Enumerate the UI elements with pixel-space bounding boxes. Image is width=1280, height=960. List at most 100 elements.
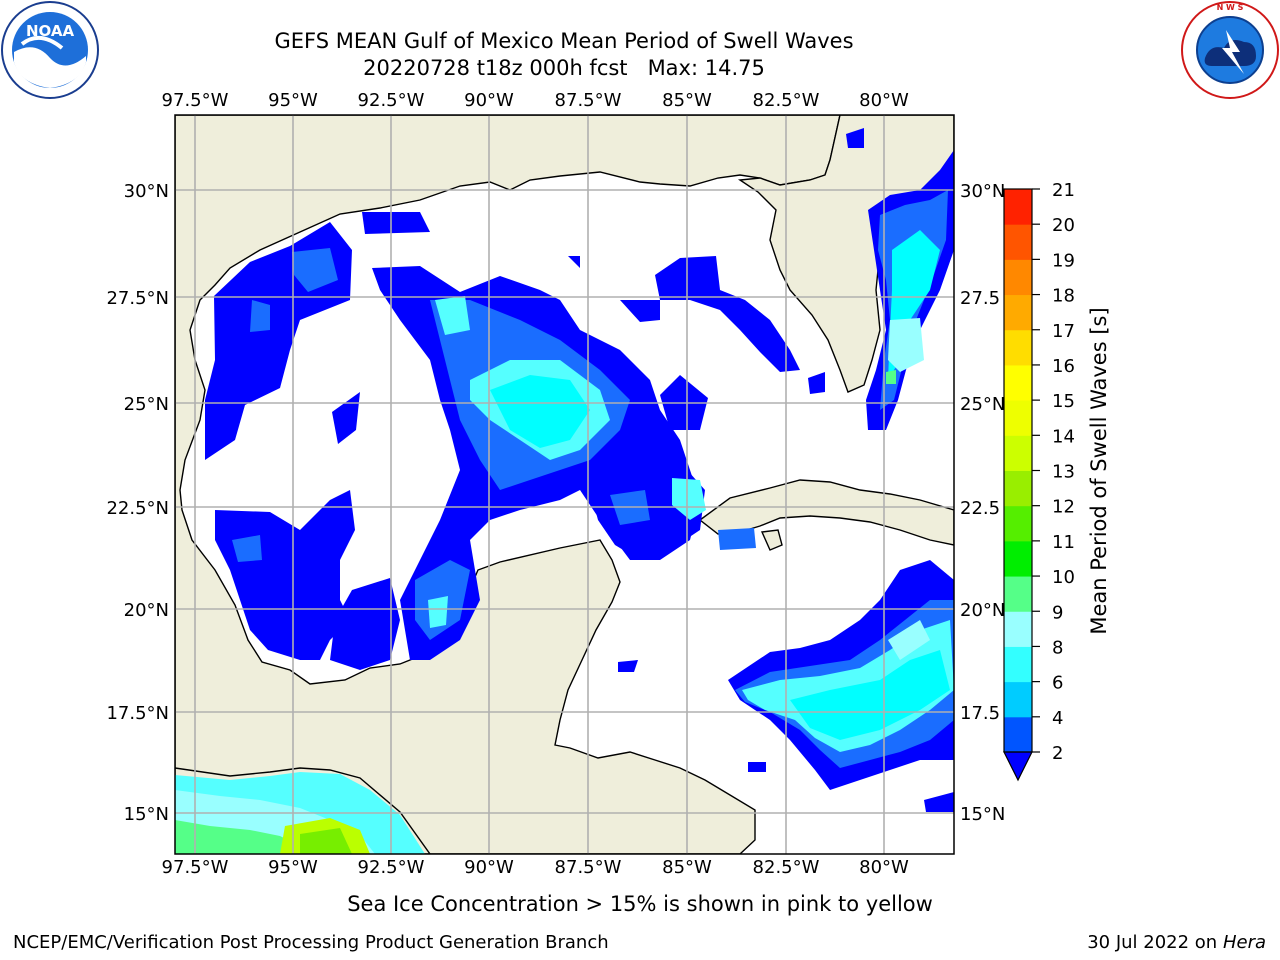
colorbar-swatch (1004, 329, 1032, 366)
swell-southwest-2 (232, 535, 262, 562)
swell-south-central (330, 578, 400, 670)
swell-small-5 (846, 128, 864, 148)
swell-small-7 (748, 762, 766, 772)
swell-atlantic-4 (888, 318, 924, 372)
colorbar-swatch (1004, 189, 1032, 225)
colorbar-swatch (1004, 681, 1032, 718)
lon-labels-top: 97.5°W 95°W 92.5°W 90°W 87.5°W 85°W 82.5… (162, 90, 909, 111)
lat-label-left: 15°N (124, 804, 169, 825)
colorbar-swatch (1004, 400, 1032, 436)
colorbar-tick-label: 11 (1052, 532, 1075, 553)
lat-label-right: 17.5 (960, 703, 1000, 724)
swell-east-gulf (655, 256, 800, 372)
swell-small-2 (332, 392, 360, 444)
gridlines (175, 115, 954, 854)
lat-label-left: 22.5°N (106, 498, 169, 519)
noaa-logo-text: NOAA (26, 22, 75, 40)
lon-label-bottom: 87.5°W (555, 857, 622, 878)
colorbar-tick-label: 12 (1052, 497, 1075, 518)
nws-logo-ring-text: N W S (1217, 3, 1244, 12)
colorbar-tick-label: 13 (1052, 462, 1075, 483)
footer-credit: NCEP/EMC/Verification Post Processing Pr… (13, 932, 609, 953)
colorbar-swatch (1004, 505, 1032, 542)
lat-label-left: 25°N (124, 394, 169, 415)
map-area (175, 115, 954, 854)
lon-label-top: 90°W (464, 90, 514, 111)
colorbar-tick-label: 4 (1052, 708, 1063, 729)
colorbar-swatch (1004, 259, 1032, 296)
swell-west-inner2 (250, 300, 270, 332)
colorbar-tick-label: 19 (1052, 250, 1075, 271)
colorbar-swatch (1004, 294, 1032, 331)
lat-label-right: 15°N (960, 804, 1005, 825)
lat-label-right: 27.5 (960, 288, 1000, 309)
lon-label-bottom: 95°W (268, 857, 318, 878)
lat-labels-left: 30°N 27.5°N 25°N 22.5°N 20°N 17.5°N 15°N (106, 181, 169, 825)
map-subtitle: Sea Ice Concentration > 15% is shown in … (347, 892, 933, 916)
swell-west-inner (292, 248, 338, 292)
noaa-logo: NOAA (1, 1, 99, 99)
lat-label-left: 30°N (124, 181, 169, 202)
swell-layer (175, 128, 954, 854)
lon-label-top: 82.5°W (753, 90, 820, 111)
swell-south-central-3 (428, 596, 448, 628)
swell-caribbean-4 (790, 650, 950, 740)
colorbar-tick-label: 2 (1052, 743, 1063, 764)
colorbar-swatch (1004, 646, 1032, 683)
lon-label-bottom: 90°W (464, 857, 514, 878)
colorbar-tick-label: 21 (1052, 180, 1075, 201)
swell-caribbean-5 (888, 620, 930, 660)
swell-southwest (215, 490, 355, 660)
lon-label-bottom: 97.5°W (162, 857, 229, 878)
colorbar-swatch (1004, 576, 1032, 612)
colorbar-tick-label: 16 (1052, 356, 1075, 377)
swell-atlantic-5 (886, 370, 896, 384)
chart-title-line2: 20220728 t18z 000h fcst Max: 14.75 (363, 56, 765, 80)
swell-central-4 (490, 375, 590, 448)
colorbar-swatch (1004, 540, 1032, 577)
colorbar (1003, 188, 1033, 782)
colorbar-swatch (1004, 435, 1032, 471)
swell-small-1 (362, 212, 430, 234)
lon-label-bottom: 82.5°W (753, 857, 820, 878)
footer-date-prefix: 30 Jul 2022 on (1087, 932, 1223, 953)
colorbar-tick-label: 9 (1052, 602, 1063, 623)
swell-small-4 (808, 372, 825, 394)
colorbar-tick-label: 18 (1052, 286, 1075, 307)
colorbar-tick-label: 8 (1052, 637, 1063, 658)
lon-labels-bottom: 97.5°W 95°W 92.5°W 90°W 87.5°W 85°W 82.5… (162, 857, 909, 878)
colorbar-tick-label: 10 (1052, 567, 1075, 588)
colorbar-tick-label: 6 (1052, 673, 1063, 694)
footer-date: 30 Jul 2022 on Hera (1087, 932, 1266, 953)
lat-label-right: 30°N (960, 181, 1005, 202)
lat-label-right: 20°N (960, 600, 1005, 621)
lon-label-top: 95°W (268, 90, 318, 111)
colorbar-swatch (1004, 716, 1032, 753)
colorbar-tick-label: 20 (1052, 215, 1075, 236)
swell-yucatan-3 (672, 478, 706, 520)
colorbar-ticks: 2 4 6 8 9 10 11 12 13 14 15 16 17 18 19 20 21 (1032, 180, 1075, 764)
colorbar-swatch (1004, 224, 1032, 260)
swell-small-3 (568, 256, 580, 268)
lon-label-bottom: 80°W (859, 857, 909, 878)
lat-label-left: 17.5°N (106, 703, 169, 724)
lon-label-top: 80°W (859, 90, 909, 111)
colorbar-swatch (1004, 364, 1032, 401)
lon-label-top: 92.5°W (358, 90, 425, 111)
lat-labels-right: 30°N 27.5 25°N 22.5 20°N 17.5 15°N (960, 181, 1005, 825)
lon-label-bottom: 92.5°W (358, 857, 425, 878)
lon-label-top: 85°W (662, 90, 712, 111)
colorbar-tick-label: 17 (1052, 321, 1075, 342)
swell-central-5 (435, 296, 470, 335)
land-isle (760, 529, 783, 551)
lon-label-top: 97.5°W (162, 90, 229, 111)
colorbar-label: Mean Period of Swell Waves [s] (1087, 307, 1111, 634)
swell-pacific-3 (175, 820, 310, 854)
swell-pacific-5 (300, 828, 352, 854)
colorbar-tick-label: 14 (1052, 426, 1075, 447)
land-cuba (698, 479, 954, 546)
swell-small-6 (618, 660, 638, 672)
lon-label-top: 87.5°W (555, 90, 622, 111)
swell-east-gulf-3 (620, 300, 660, 322)
